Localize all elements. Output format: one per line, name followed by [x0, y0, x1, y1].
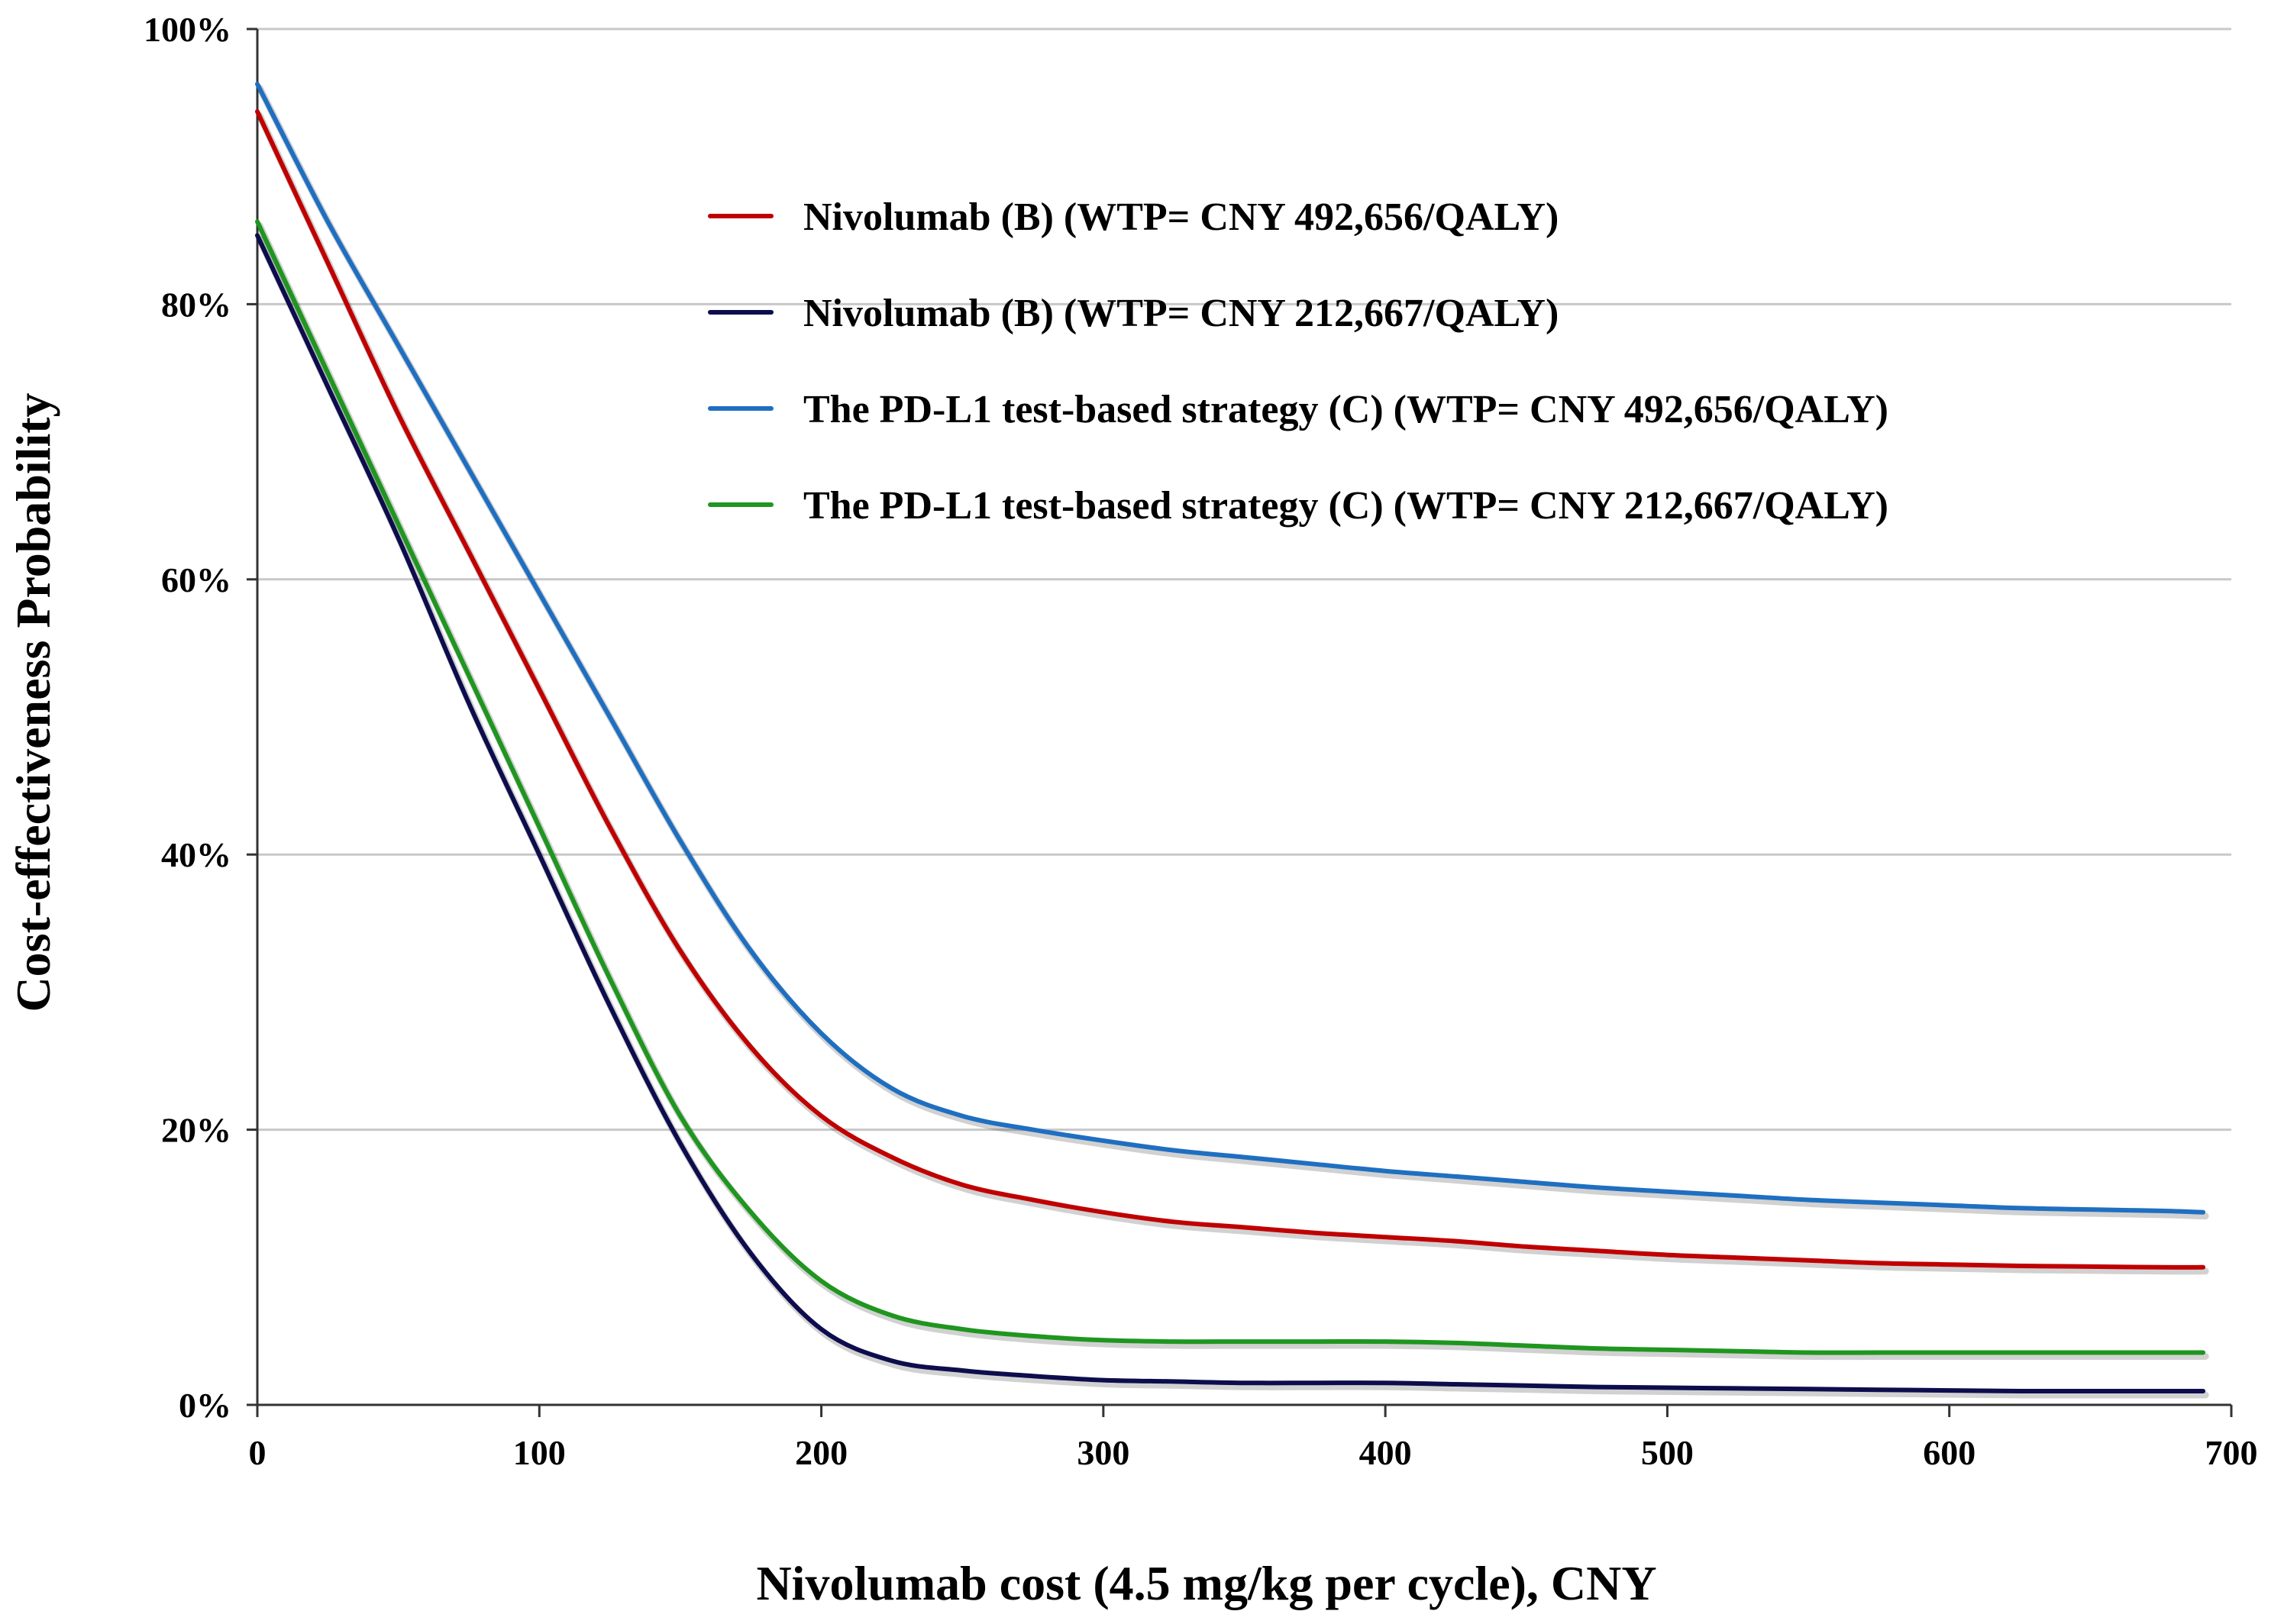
x-tick-label: 200 [795, 1433, 848, 1472]
x-tick-label: 700 [2205, 1433, 2258, 1472]
series-line-pdl1-212667 [255, 219, 2206, 1355]
legend: Nivolumab (B) (WTP= CNY 492,656/QALY) Niv… [708, 195, 1888, 528]
series-line-pdl1-492656 [255, 82, 2206, 1215]
series-line-nivolumab-212667 [255, 233, 2206, 1394]
x-tick-label: 300 [1077, 1433, 1129, 1472]
series-lines [255, 82, 2209, 1399]
y-tick-label: 0% [179, 1386, 231, 1425]
y-tick-label: 100% [144, 10, 231, 49]
legend-label-3: The PD-L1 test-based strategy (C) (WTP= … [803, 388, 1888, 431]
x-tick-label: 500 [1641, 1433, 1694, 1472]
legend-label-2: Nivolumab (B) (WTP= CNY 212,667/QALY) [803, 292, 1559, 335]
x-axis-title: Nivolumab cost (4.5 mg/kg per cycle), CN… [756, 1556, 1656, 1610]
y-axis-title: Cost-effectiveness Probability [6, 392, 60, 1012]
series-line-nivolumab-492656 [255, 109, 2206, 1270]
legend-label-1: Nivolumab (B) (WTP= CNY 492,656/QALY) [803, 195, 1559, 239]
y-tick-label: 40% [161, 835, 231, 874]
x-tick-label: 400 [1359, 1433, 1412, 1472]
x-tick-label: 600 [1923, 1433, 1975, 1472]
y-tick-label: 80% [161, 285, 231, 324]
y-tick-label: 60% [161, 560, 231, 599]
legend-label-4: The PD-L1 test-based strategy (C) (WTP= … [803, 484, 1888, 528]
axes: 0% 20% 40% 60% 80% 100% 0 100 200 300 400 500 600 700 [144, 10, 2258, 1472]
x-tick-label: 0 [249, 1433, 267, 1472]
x-tick-label: 100 [513, 1433, 566, 1472]
gridlines [257, 27, 2231, 1132]
y-tick-label: 20% [161, 1111, 231, 1150]
